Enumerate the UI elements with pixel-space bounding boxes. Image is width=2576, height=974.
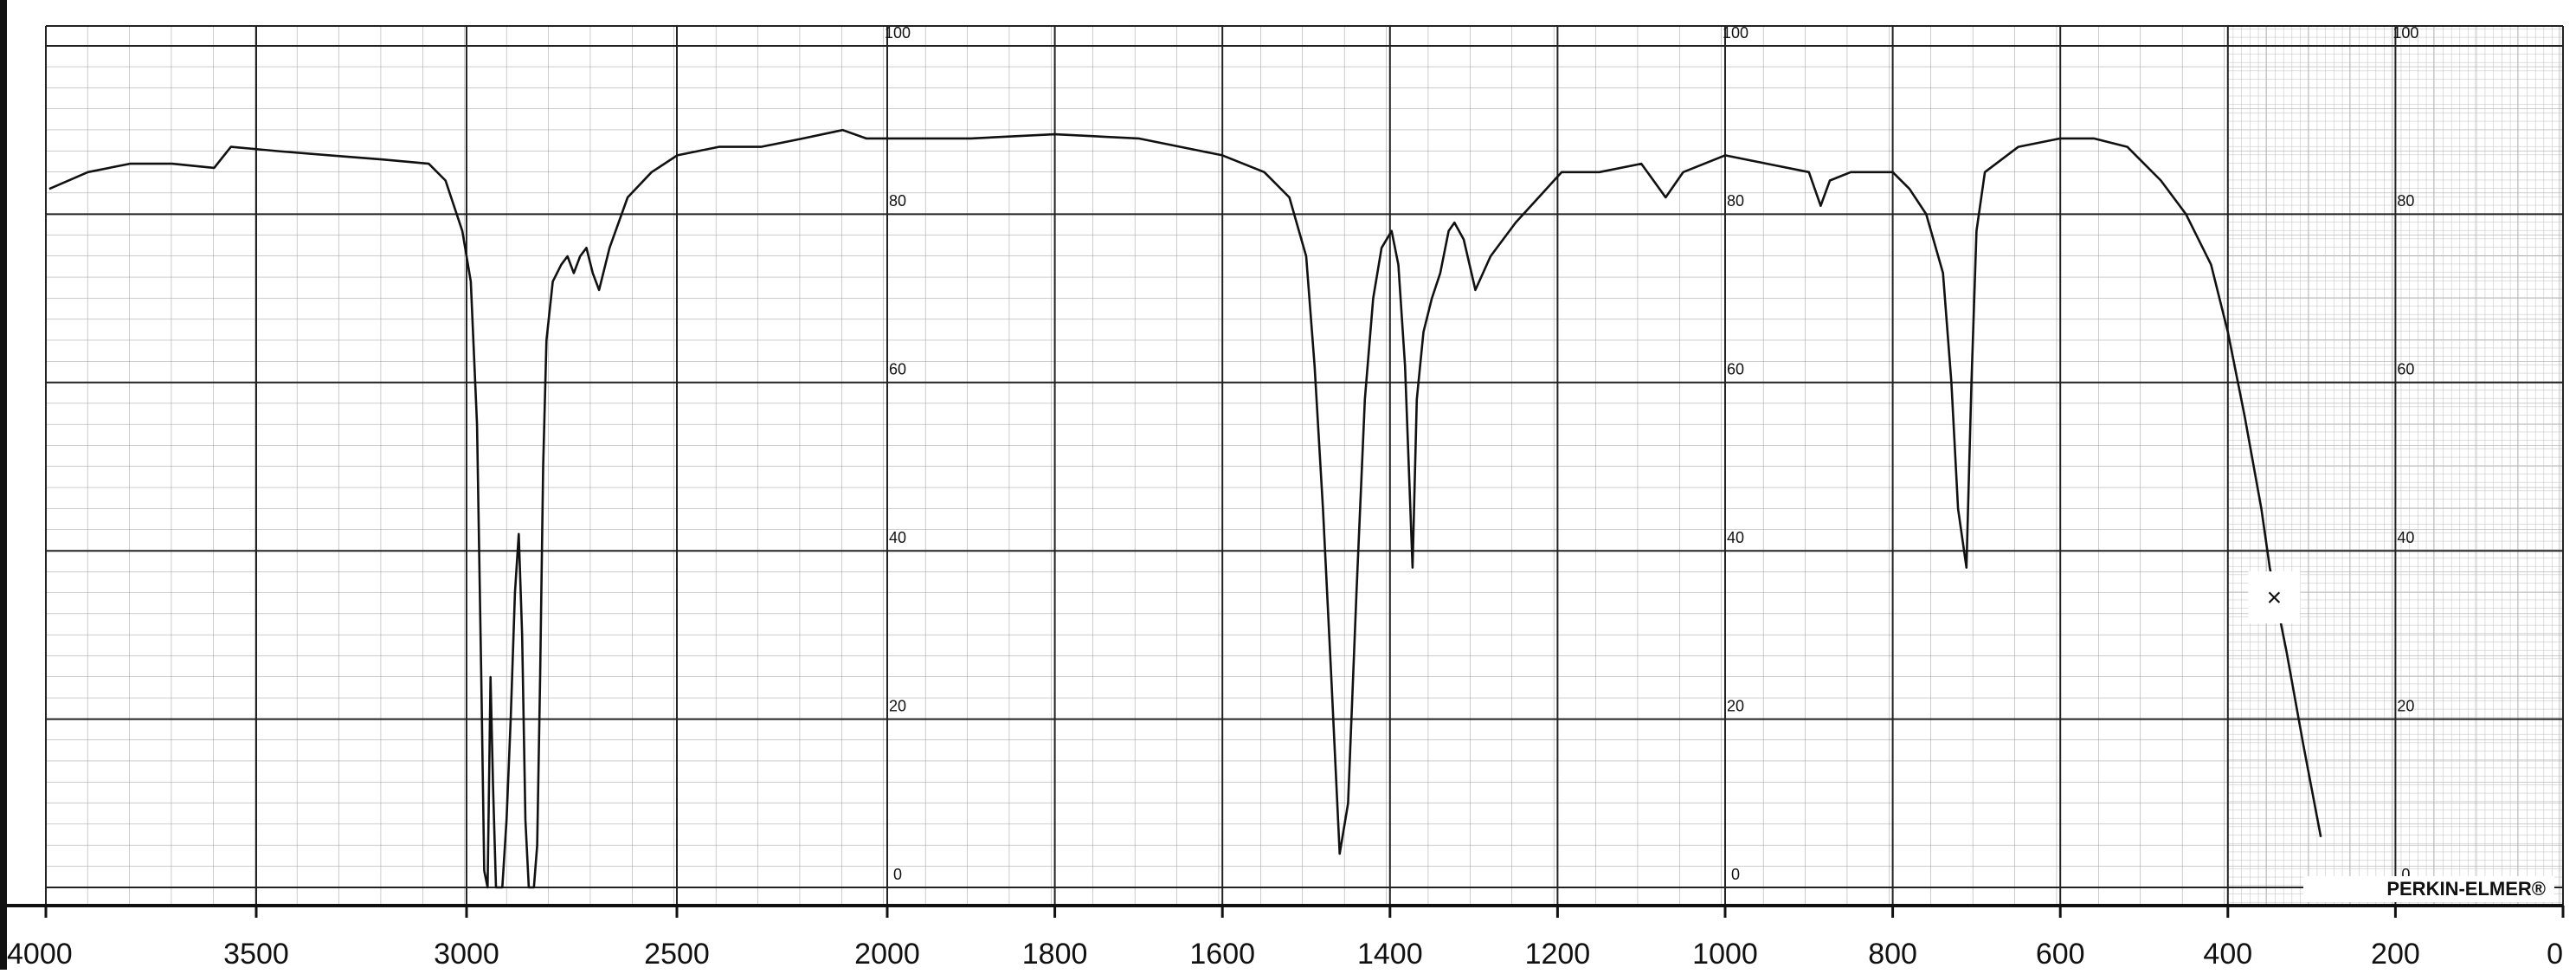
annotation-marker: ×: [2267, 584, 2283, 612]
y-tick-label: 60: [1727, 361, 1744, 378]
y-tick-label: 100: [1723, 24, 1748, 42]
y-tick-label: 60: [889, 361, 906, 378]
y-tick-label: 0: [1731, 866, 1740, 883]
x-tick-label: 3500: [223, 938, 289, 970]
y-tick-label: 20: [1727, 697, 1744, 714]
minor-grid: [46, 26, 2563, 906]
y-tick-label: 100: [2392, 24, 2418, 42]
x-tick-label: 0: [2547, 938, 2563, 970]
y-tick-label: 100: [885, 24, 911, 42]
x-tick-label: 1600: [1189, 938, 1255, 970]
y-tick-label: 0: [2401, 866, 2410, 883]
y-tick-label: 60: [2397, 361, 2414, 378]
x-tick-label: 3000: [434, 938, 499, 970]
x-tick-label: 2500: [644, 938, 710, 970]
x-tick-label: 2000: [854, 938, 920, 970]
y-tick-label: 80: [2397, 192, 2414, 210]
y-tick-label: 20: [2397, 697, 2414, 714]
x-tick-label: 1200: [1525, 938, 1591, 970]
x-tick-label: 600: [2036, 938, 2085, 970]
y-tick-label: 80: [1727, 192, 1744, 210]
x-tick-label: 1000: [1692, 938, 1758, 970]
x-tick-label: 800: [1868, 938, 1917, 970]
y-tick-label: 80: [889, 192, 906, 210]
edge-strip: [0, 0, 7, 970]
marker-bg: [2248, 571, 2301, 623]
y-tick-label: 20: [889, 697, 906, 714]
y-tick-label: 40: [1727, 529, 1744, 546]
brand-label: PERKIN-ELMER®: [2386, 878, 2546, 900]
x-tick-label: 4000: [7, 938, 73, 970]
y-tick-label: 40: [889, 529, 906, 546]
x-tick-label: 200: [2371, 938, 2420, 970]
y-tick-label: 0: [893, 866, 902, 883]
x-tick-label: 400: [2203, 938, 2252, 970]
x-tick-label: 1400: [1357, 938, 1423, 970]
x-tick-label: 1800: [1022, 938, 1088, 970]
y-tick-label: 40: [2397, 529, 2414, 546]
spectrum-line: [48, 128, 2322, 889]
brand-bg: [2303, 876, 2554, 902]
